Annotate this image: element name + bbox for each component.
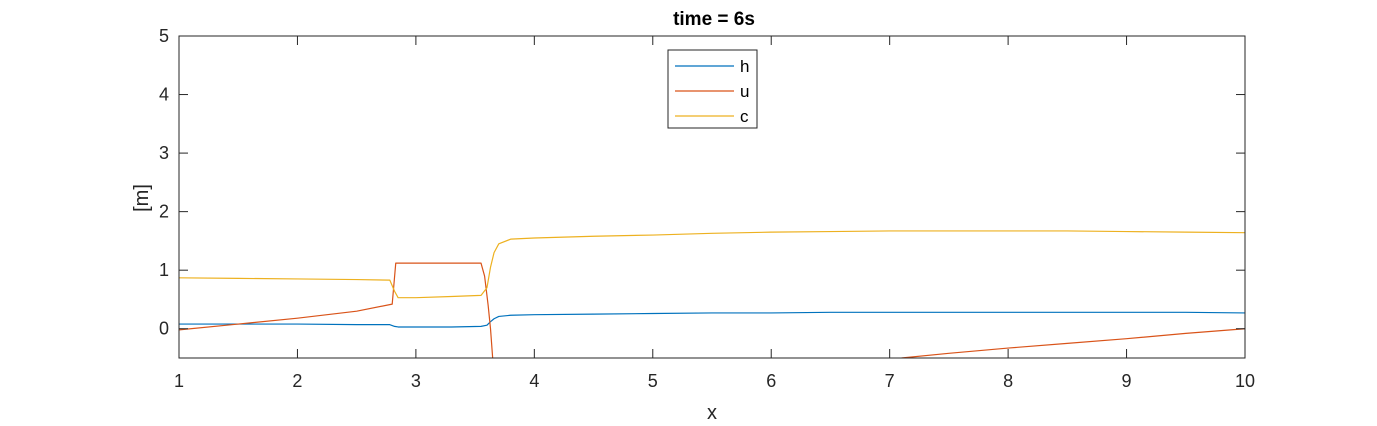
y-tick-label: 0 xyxy=(159,319,169,339)
y-tick-label: 1 xyxy=(159,260,169,280)
legend[interactable]: huc xyxy=(667,49,758,129)
legend-label-u: u xyxy=(740,82,749,101)
y-tick-label: 2 xyxy=(159,202,169,222)
x-tick-label: 8 xyxy=(1003,371,1013,391)
x-tick-label: 7 xyxy=(885,371,895,391)
x-tick-label: 1 xyxy=(174,371,184,391)
chart-title: time = 6s xyxy=(673,9,755,30)
series-line-u-segment-2 xyxy=(901,328,1245,358)
axes-box xyxy=(178,35,1246,359)
series-layer xyxy=(179,230,1245,358)
axes-layer: 1 2 3 4 5 6 7 8 9 10 0 1 2 3 4 5 xyxy=(159,26,1255,391)
y-tick-label: 3 xyxy=(159,143,169,163)
x-axis-label: x xyxy=(707,402,717,424)
series-line-h xyxy=(179,311,1245,328)
x-tick-label: 3 xyxy=(411,371,421,391)
series-line-c xyxy=(179,230,1245,299)
x-tick-label: 5 xyxy=(648,371,658,391)
legend-label-c: c xyxy=(740,107,749,126)
x-tick-label: 2 xyxy=(292,371,302,391)
x-tick-label: 9 xyxy=(1122,371,1132,391)
series-line-u-segment-1 xyxy=(179,262,494,358)
x-tick-label: 6 xyxy=(766,371,776,391)
y-tick-label: 5 xyxy=(159,26,169,46)
legend-box xyxy=(667,49,758,129)
x-tick-label: 10 xyxy=(1235,371,1255,391)
y-axis-label: [m] xyxy=(131,184,153,212)
legend-label-h: h xyxy=(740,57,749,76)
x-tick-label: 4 xyxy=(529,371,539,391)
y-tick-label: 4 xyxy=(159,85,169,105)
